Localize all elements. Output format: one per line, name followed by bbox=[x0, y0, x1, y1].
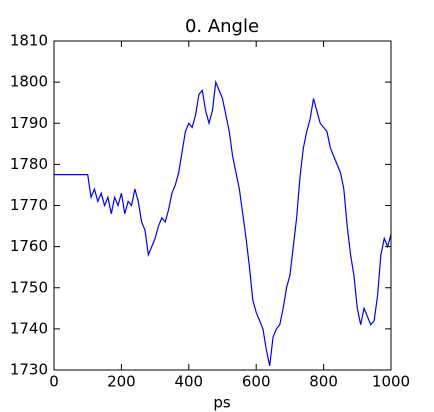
data-line bbox=[54, 79, 392, 367]
x-tick-label: 1000 bbox=[372, 373, 410, 391]
plot-frame bbox=[53, 40, 392, 371]
y-tick-label: 1760 bbox=[10, 237, 48, 255]
x-tick-label: 800 bbox=[309, 373, 338, 391]
x-tick-label: 200 bbox=[107, 373, 136, 391]
y-tick-label: 1810 bbox=[10, 32, 48, 50]
y-tick-label: 1790 bbox=[10, 114, 48, 132]
chart-title: 0. Angle bbox=[185, 16, 259, 37]
x-tick-label: 400 bbox=[174, 373, 203, 391]
y-tick-label: 1740 bbox=[10, 319, 48, 337]
x-axis-label: ps bbox=[213, 394, 231, 412]
x-tick-label: 0 bbox=[49, 373, 59, 391]
y-tick-label: 1730 bbox=[10, 361, 48, 379]
y-tick-label: 1800 bbox=[10, 73, 48, 91]
y-tick-label: 1770 bbox=[10, 196, 48, 214]
y-tick-label: 1750 bbox=[10, 278, 48, 296]
x-tick-label: 600 bbox=[242, 373, 271, 391]
y-tick-label: 1780 bbox=[10, 155, 48, 173]
